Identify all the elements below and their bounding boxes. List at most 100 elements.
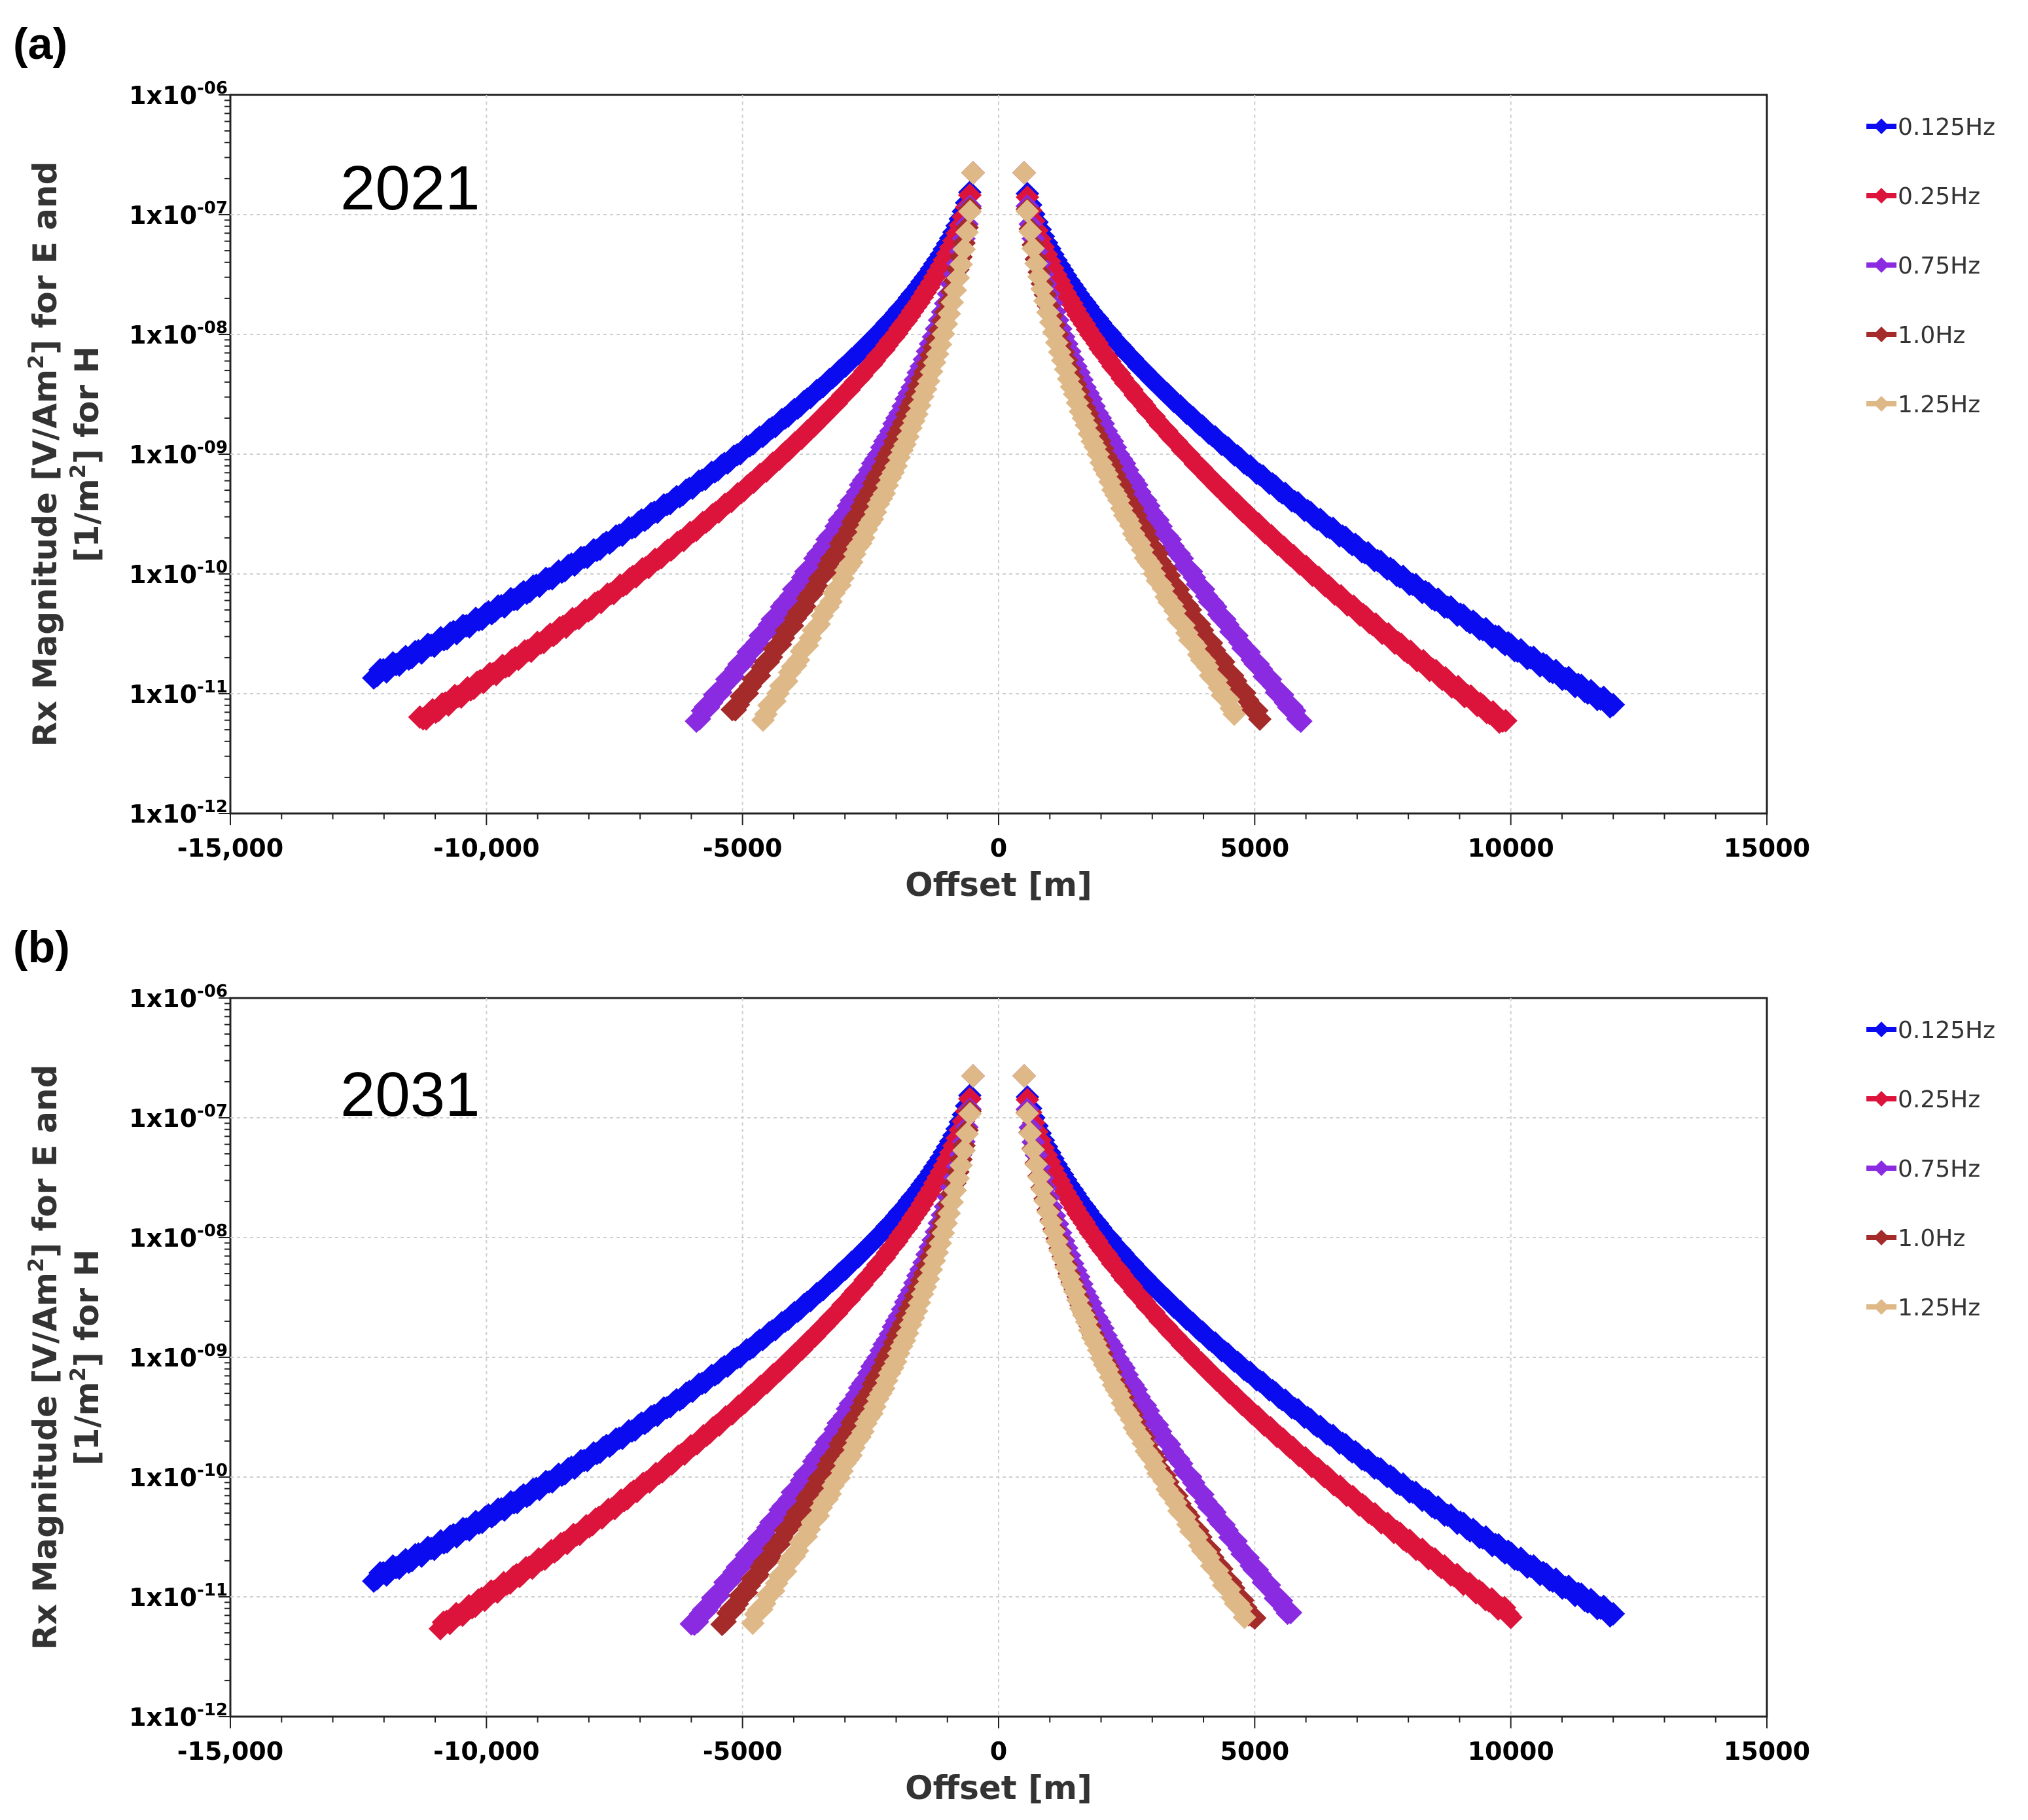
y-tick-label: 1x10-11 bbox=[129, 677, 228, 709]
series-1.25Hz bbox=[751, 160, 1247, 732]
legend-label: 1.25Hz bbox=[1898, 391, 1980, 418]
y-tick-label: 1x10-06 bbox=[129, 79, 228, 110]
y-axis-title: Rx Magnitude [V/Am2] for E and bbox=[24, 162, 64, 747]
x-tick-label: 15000 bbox=[1724, 834, 1810, 863]
data-point bbox=[685, 709, 709, 733]
data-point bbox=[958, 1101, 982, 1126]
chart-panel-b: (b) -15,000 -10,000 -5000 0 5000 10000 15000 1x1… bbox=[13, 922, 1995, 1807]
data-point bbox=[1018, 219, 1042, 243]
y-tick-label: 1x10-12 bbox=[129, 1700, 228, 1732]
data-point bbox=[961, 1063, 985, 1088]
legend-label: 0.25Hz bbox=[1898, 1086, 1980, 1113]
data-point bbox=[741, 1611, 765, 1635]
data-point bbox=[1015, 1101, 1039, 1126]
legend-item: 0.75Hz bbox=[1866, 1156, 1980, 1183]
data-point bbox=[362, 1569, 386, 1593]
legend-swatch-marker bbox=[1874, 257, 1889, 273]
x-tick-label: 10000 bbox=[1468, 834, 1554, 863]
data-point bbox=[955, 220, 979, 244]
data-point bbox=[952, 1139, 976, 1163]
legend-swatch-marker bbox=[1874, 188, 1889, 204]
y-tick-label: 1x10-08 bbox=[129, 1221, 228, 1253]
y-tick-label: 1x10-06 bbox=[129, 982, 228, 1013]
legend-item: 1.0Hz bbox=[1866, 1225, 1965, 1252]
y-tick-label: 1x10-08 bbox=[129, 318, 228, 349]
x-tick-label: -15,000 bbox=[177, 834, 283, 863]
y-tick-label: 1x10-07 bbox=[129, 1101, 228, 1133]
data-point bbox=[955, 1122, 979, 1146]
data-point bbox=[679, 1612, 703, 1636]
legend-label: 1.0Hz bbox=[1898, 322, 1965, 349]
data-point bbox=[931, 322, 955, 346]
legend-swatch-marker bbox=[1874, 1299, 1889, 1315]
y-tick-label: 1x10-11 bbox=[129, 1580, 228, 1612]
legend-label: 1.0Hz bbox=[1898, 1225, 1965, 1252]
legend-swatch-marker bbox=[1874, 1091, 1889, 1107]
y-tick-label: 1x10-09 bbox=[129, 438, 228, 469]
legend-item: 0.25Hz bbox=[1866, 183, 1980, 210]
legend-swatch-marker bbox=[1874, 118, 1889, 134]
series-0.25Hz bbox=[428, 1063, 1523, 1641]
panel-label: (a) bbox=[13, 19, 67, 69]
y-axis-title-line2: [1/m2] for H bbox=[65, 1249, 106, 1466]
legend-label: 0.125Hz bbox=[1898, 1017, 1995, 1044]
chart-panel-a: (a) -15,000 -10,000 -5000 0 5000 10000 15000 1x1… bbox=[13, 19, 1995, 904]
legend-label: 0.125Hz bbox=[1898, 114, 1995, 141]
data-point bbox=[408, 705, 432, 729]
y-axis-title: Rx Magnitude [V/Am2] for E and bbox=[24, 1065, 64, 1650]
x-tick-label: -5000 bbox=[703, 1737, 783, 1766]
data-point bbox=[1222, 702, 1247, 726]
legend-item: 0.25Hz bbox=[1866, 1086, 1980, 1113]
legend-label: 1.25Hz bbox=[1898, 1294, 1980, 1321]
data-point bbox=[1012, 160, 1037, 185]
x-tick-label: 0 bbox=[990, 834, 1007, 863]
legend-swatch-marker bbox=[1874, 327, 1889, 342]
data-point bbox=[1493, 709, 1518, 733]
data-point bbox=[1012, 1063, 1037, 1088]
x-tick-label: 0 bbox=[990, 1737, 1007, 1766]
year-annotation: 2031 bbox=[340, 1060, 480, 1130]
x-tick-label: 5000 bbox=[1220, 1737, 1289, 1766]
data-point bbox=[1601, 692, 1626, 717]
x-axis-title: Offset [m] bbox=[905, 1769, 1092, 1807]
legend-label: 0.75Hz bbox=[1898, 253, 1980, 279]
legend-item: 0.125Hz bbox=[1866, 114, 1995, 141]
x-tick-label: -15,000 bbox=[177, 1737, 283, 1766]
data-point bbox=[1248, 707, 1272, 731]
data-point bbox=[958, 200, 982, 224]
y-tick-label: 1x10-09 bbox=[129, 1341, 228, 1372]
data-point bbox=[428, 1616, 452, 1641]
legend-item: 1.0Hz bbox=[1866, 322, 1965, 349]
series-1.25Hz bbox=[741, 1063, 1256, 1635]
data-point bbox=[1021, 236, 1045, 260]
y-tick-label: 1x10-07 bbox=[129, 198, 228, 230]
legend-swatch-marker bbox=[1874, 1022, 1889, 1037]
legend-item: 0.125Hz bbox=[1866, 1017, 1995, 1044]
x-axis-title: Offset [m] bbox=[905, 866, 1092, 904]
panel-label: (b) bbox=[13, 922, 70, 972]
x-tick-label: 5000 bbox=[1220, 834, 1289, 863]
x-tick-label: 10000 bbox=[1468, 1737, 1554, 1766]
legend-item: 0.75Hz bbox=[1866, 253, 1980, 279]
data-point bbox=[1499, 1605, 1523, 1630]
series-0.125Hz bbox=[362, 1063, 1626, 1628]
data-point bbox=[720, 698, 745, 722]
x-tick-label: -10,000 bbox=[433, 834, 539, 863]
legend-label: 0.25Hz bbox=[1898, 183, 1980, 210]
x-tick-label: 15000 bbox=[1724, 1737, 1810, 1766]
y-tick-label: 1x10-12 bbox=[129, 797, 228, 829]
x-tick-label: -5000 bbox=[703, 834, 783, 863]
data-point bbox=[1015, 199, 1039, 223]
data-point bbox=[1279, 1601, 1303, 1625]
data-point bbox=[961, 160, 985, 185]
legend-item: 1.25Hz bbox=[1866, 391, 1980, 418]
data-point bbox=[1601, 1601, 1626, 1626]
legend-swatch-marker bbox=[1874, 1230, 1889, 1245]
legend-swatch-marker bbox=[1874, 1160, 1889, 1176]
x-tick-label: -10,000 bbox=[433, 1737, 539, 1766]
y-tick-label: 1x10-10 bbox=[129, 1461, 228, 1492]
year-annotation: 2021 bbox=[340, 153, 480, 223]
series-0.25Hz bbox=[408, 160, 1518, 734]
y-tick-label: 1x10-10 bbox=[129, 558, 228, 589]
